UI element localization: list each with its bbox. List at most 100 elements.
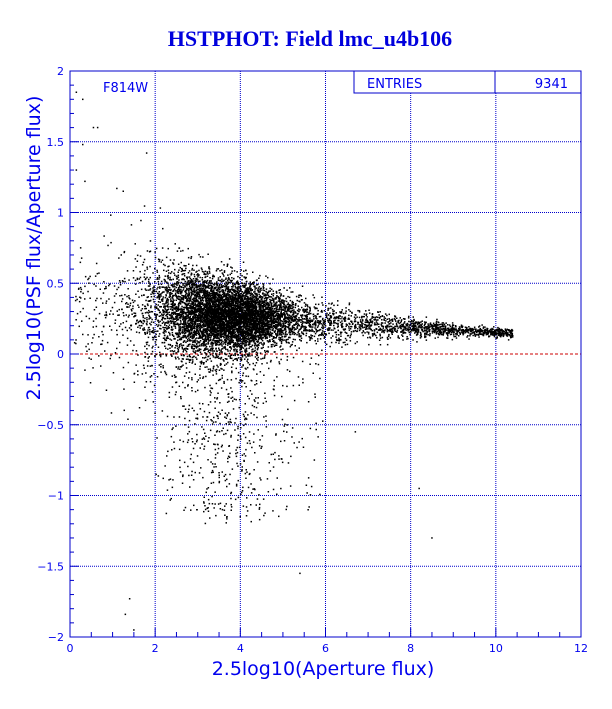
data-point <box>153 295 155 298</box>
data-point <box>172 313 175 316</box>
data-point <box>218 306 221 308</box>
data-point <box>436 318 438 321</box>
data-point <box>112 372 115 374</box>
data-point <box>235 452 237 455</box>
data-point <box>171 331 174 334</box>
data-point <box>264 300 266 302</box>
data-point <box>285 341 288 344</box>
data-point <box>292 384 295 387</box>
data-point <box>298 300 300 302</box>
data-point <box>231 396 234 399</box>
data-point <box>461 325 464 328</box>
data-point <box>228 400 230 403</box>
data-point <box>152 289 154 291</box>
data-point <box>194 338 197 340</box>
data-point <box>148 356 150 358</box>
data-point <box>172 262 174 264</box>
data-point <box>296 320 298 323</box>
data-point <box>225 281 227 283</box>
data-point <box>231 390 233 393</box>
data-point <box>149 283 151 286</box>
data-point <box>205 375 207 378</box>
data-point <box>227 457 229 460</box>
data-point <box>229 338 231 340</box>
data-point <box>235 336 238 338</box>
data-point <box>234 322 236 325</box>
data-point <box>164 323 166 325</box>
data-point <box>258 494 260 496</box>
data-point <box>209 272 211 274</box>
data-point <box>189 326 191 329</box>
data-point <box>510 334 513 336</box>
data-point <box>182 310 185 313</box>
data-point <box>118 308 120 311</box>
data-point <box>477 334 480 336</box>
data-point <box>223 433 225 436</box>
data-point <box>208 287 210 289</box>
data-point <box>171 292 173 295</box>
data-point <box>190 284 193 286</box>
data-point <box>240 338 243 340</box>
data-point <box>202 363 205 365</box>
data-point <box>159 207 162 209</box>
data-point <box>305 318 307 321</box>
data-point <box>201 443 203 445</box>
data-point <box>247 287 249 289</box>
data-point <box>461 328 464 331</box>
data-point <box>254 288 256 290</box>
data-point <box>264 350 266 352</box>
data-point <box>200 287 203 289</box>
data-point <box>201 438 204 440</box>
data-point <box>204 270 207 273</box>
data-point <box>197 295 199 298</box>
data-point <box>293 329 296 331</box>
data-point <box>174 347 176 349</box>
data-point <box>105 285 107 288</box>
data-point <box>82 333 84 336</box>
data-point <box>144 333 147 335</box>
data-point <box>178 345 181 347</box>
data-point <box>206 308 208 310</box>
data-point <box>146 296 148 299</box>
data-point <box>182 249 184 252</box>
data-point <box>237 321 239 323</box>
data-point <box>194 345 197 348</box>
data-point <box>157 280 160 283</box>
data-point <box>173 325 175 327</box>
data-point <box>299 309 301 311</box>
data-point <box>269 316 272 319</box>
data-point <box>339 331 342 333</box>
data-point <box>202 437 205 439</box>
data-point <box>482 327 485 329</box>
data-point <box>240 438 242 440</box>
data-point <box>218 341 220 343</box>
data-point <box>302 332 304 335</box>
data-point <box>473 328 475 330</box>
data-point <box>224 352 226 355</box>
data-point <box>245 317 248 320</box>
data-point <box>255 351 258 353</box>
data-point <box>215 339 217 342</box>
data-point <box>235 300 238 303</box>
data-point <box>226 326 228 329</box>
data-point <box>338 337 340 339</box>
data-point <box>181 291 183 294</box>
data-point <box>271 308 273 310</box>
data-point <box>190 326 193 329</box>
data-point <box>185 307 188 310</box>
data-point <box>435 325 437 327</box>
data-point <box>284 328 287 331</box>
data-point <box>165 308 167 311</box>
data-point <box>442 330 444 332</box>
data-point <box>505 334 508 336</box>
data-point <box>415 325 417 327</box>
data-point <box>162 321 165 323</box>
data-point <box>218 369 221 371</box>
data-point <box>435 330 437 332</box>
data-point <box>398 319 400 322</box>
data-point <box>255 338 258 340</box>
data-point <box>250 332 253 335</box>
data-point <box>250 303 252 306</box>
data-point <box>104 314 106 316</box>
data-point <box>265 415 267 417</box>
